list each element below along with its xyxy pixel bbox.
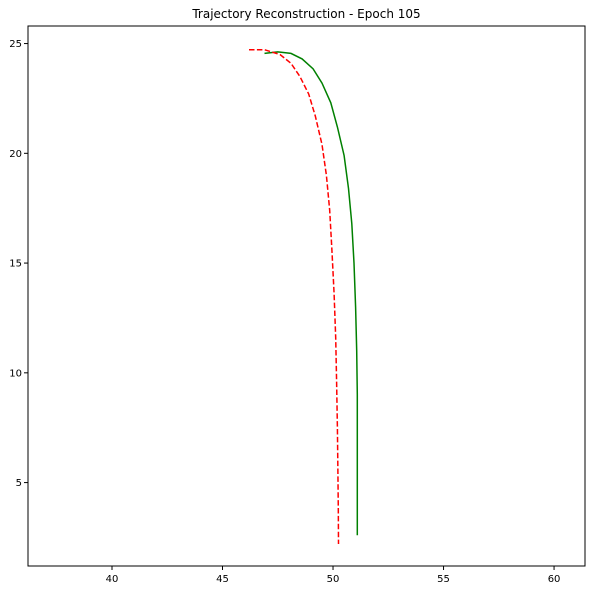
y-tick-label: 5 bbox=[16, 478, 22, 489]
y-tick-label: 25 bbox=[9, 39, 22, 50]
chart-title: Trajectory Reconstruction - Epoch 105 bbox=[191, 7, 420, 21]
plot-frame bbox=[27, 25, 586, 567]
series-line-2 bbox=[249, 48, 340, 545]
x-tick-label: 60 bbox=[548, 574, 561, 585]
series-layer bbox=[249, 48, 359, 545]
y-tick-label: 15 bbox=[9, 259, 22, 270]
y-tick-label: 10 bbox=[9, 368, 22, 379]
x-tick-label: 45 bbox=[216, 574, 229, 585]
x-tick-label: 55 bbox=[437, 574, 450, 585]
series-line-1 bbox=[264, 51, 359, 536]
x-axis: 40 45 50 55 60 bbox=[106, 566, 561, 585]
x-tick-label: 40 bbox=[106, 574, 119, 585]
x-tick-label: 50 bbox=[327, 574, 340, 585]
y-tick-label: 20 bbox=[9, 149, 22, 160]
y-axis: 5 10 15 20 25 bbox=[9, 39, 28, 489]
